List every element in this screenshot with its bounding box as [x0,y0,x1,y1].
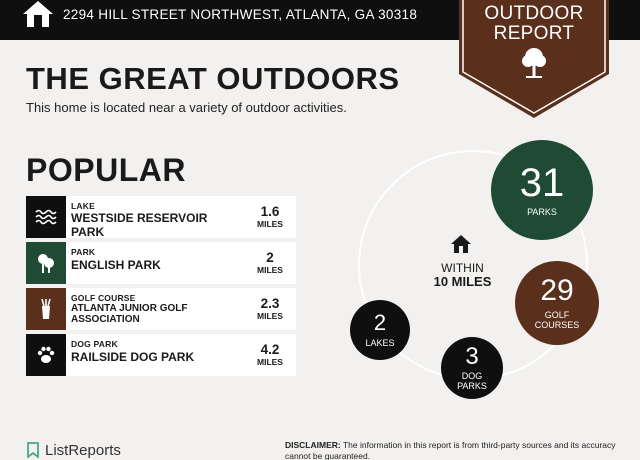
distance-unit: MILES [257,357,283,367]
tree-park-icon [38,254,54,273]
lakes-label: LAKES [365,338,395,348]
page-title: THE GREAT OUTDOORS [26,61,400,96]
icon-box [26,334,66,376]
item-name: ATLANTA JUNIOR GOLF ASSOCIATION [71,303,188,325]
item-distance: 4.2 MILES [250,342,290,367]
disclaimer-label: DISCLAIMER: [285,440,341,450]
popular-heading: POPULAR [26,152,186,188]
lakes-count-badge: 2 LAKES [350,300,410,360]
listreports-logo: ListReports [26,441,121,459]
item-category: Golf Course [71,293,136,303]
icon-box [26,242,66,284]
item-name: ENGLISH PARK [71,258,161,272]
dog-parks-count: 3 [465,343,479,370]
list-item: Golf Course ATLANTA JUNIOR GOLF ASSOCIAT… [26,288,296,330]
badge-title-line2: REPORT [493,23,575,44]
distance-unit: MILES [257,265,283,275]
distance-unit: MILES [257,219,283,229]
badge-title: OUTDOOR REPORT [459,4,609,44]
page-subtitle: This home is located near a variety of o… [26,100,347,115]
distance-value: 2.3 [260,296,280,311]
item-name: RAILSIDE DOG PARK [71,350,195,364]
within-label: WITHIN [441,261,484,275]
distance-value: 4.2 [260,342,280,357]
item-name: WESTSIDE RESERVOIR PARK [71,211,208,238]
parks-count-badge: 31 PARKS [491,140,593,240]
within-value: 10 MILES [433,274,492,289]
item-category: Dog Park [71,339,118,349]
badge-title-line1: OUTDOOR [484,3,584,24]
disclaimer: DISCLAIMER: The information in this repo… [285,440,625,460]
item-distance: 2 MILES [250,250,290,275]
item-category: Park [71,247,96,257]
within-distance: WITHIN 10 MILES [420,261,505,289]
home-icon [23,1,53,27]
logo-text: ListReports [45,441,121,459]
golf-label: GOLF COURSES [534,310,580,330]
golf-bag-icon [41,298,51,319]
parks-count: 31 [519,161,565,205]
distance-value: 2 [266,250,274,265]
parks-label: PARKS [527,207,557,217]
property-address: 2294 HILL STREET NORTHWEST, ATLANTA, GA … [63,7,418,22]
dog-parks-count-badge: 3 DOG PARKS [441,337,503,399]
icon-box [26,196,66,238]
golf-count: 29 [540,274,574,307]
golf-count-badge: 29 GOLF COURSES [515,261,599,345]
water-waves-icon [35,209,57,225]
tree-icon [522,48,546,78]
item-distance: 1.6 MILES [250,204,290,229]
item-distance: 2.3 MILES [250,296,290,321]
listreports-logo-icon [27,442,39,458]
icon-box [26,288,66,330]
dog-parks-label: DOG PARKS [457,371,487,391]
home-icon [451,235,471,253]
list-item: Dog Park RAILSIDE DOG PARK 4.2 MILES [26,334,296,376]
paw-icon [37,346,55,363]
list-item: Lake WESTSIDE RESERVOIR PARK 1.6 MILES [26,196,296,238]
popular-list: Lake WESTSIDE RESERVOIR PARK 1.6 MILES P… [26,196,296,380]
list-item: Park ENGLISH PARK 2 MILES [26,242,296,284]
item-category: Lake [71,201,95,211]
distance-unit: MILES [257,311,283,321]
distance-value: 1.6 [260,204,280,219]
lakes-count: 2 [373,310,387,335]
disclaimer-text: The information in this report is from t… [285,440,616,460]
